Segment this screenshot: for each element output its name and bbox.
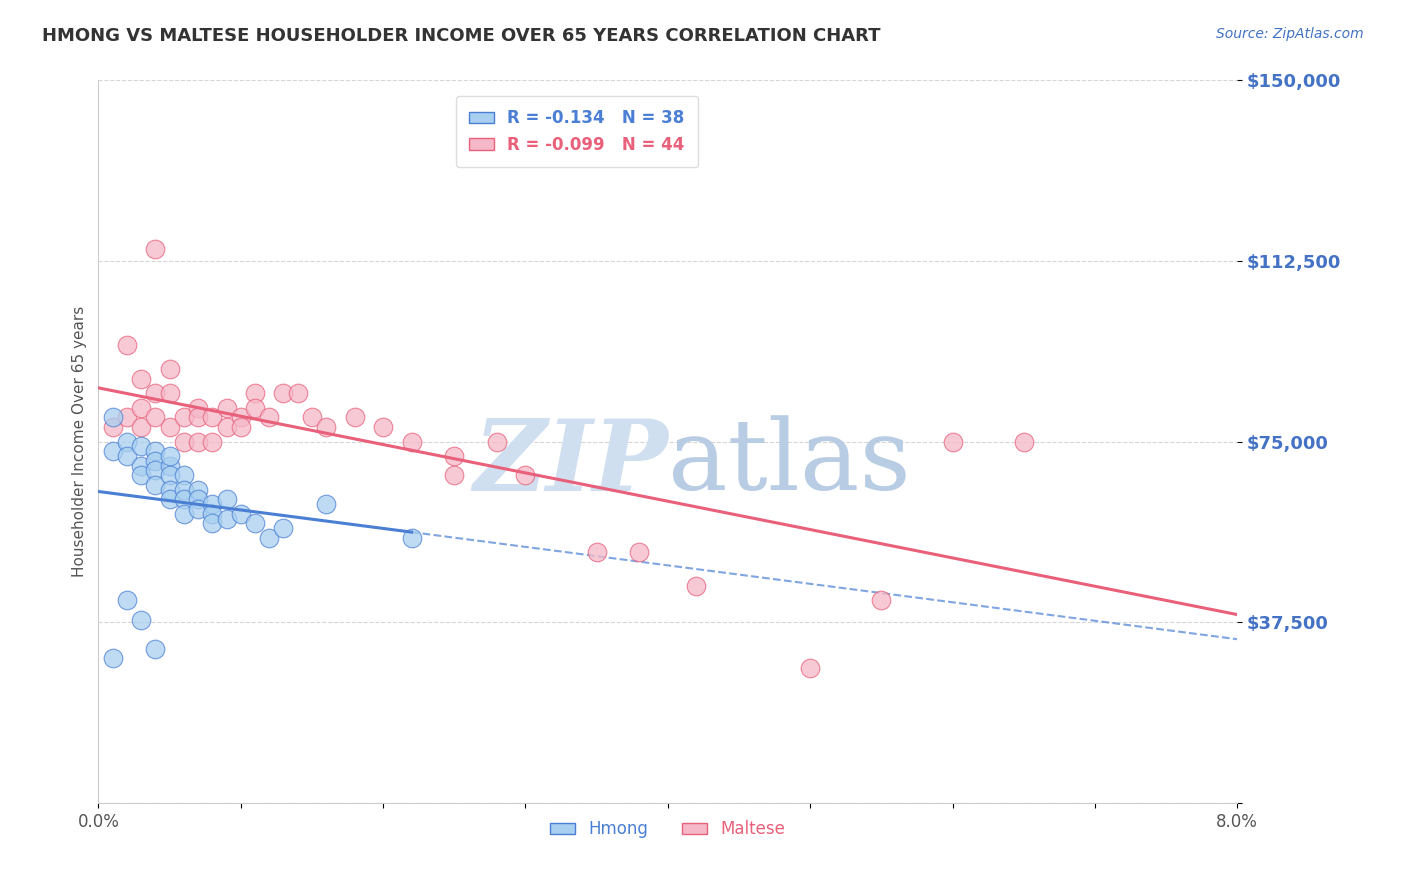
Point (145, 410, 167, 425)
Point (443, 468, 465, 483)
Point (101, 410, 124, 425)
Text: Source: ZipAtlas.com: Source: ZipAtlas.com (1216, 27, 1364, 41)
Point (173, 434, 195, 449)
Point (159, 420, 181, 434)
Point (273, 521, 295, 535)
Point (187, 483, 209, 497)
Point (159, 449, 181, 463)
Point (799, 661, 821, 675)
Point (942, 434, 965, 449)
Point (215, 492, 238, 507)
Point (301, 410, 323, 425)
Point (201, 497, 224, 511)
Point (259, 410, 281, 425)
Point (159, 386, 181, 401)
Point (201, 434, 224, 449)
Point (173, 483, 195, 497)
Point (371, 420, 394, 434)
Point (145, 478, 167, 492)
Point (259, 531, 281, 545)
Point (115, 338, 138, 352)
Y-axis label: Householder Income Over 65 years: Householder Income Over 65 years (72, 306, 87, 577)
Point (187, 434, 209, 449)
Point (115, 593, 138, 607)
Point (129, 401, 152, 415)
Point (229, 410, 252, 425)
Point (215, 511, 238, 525)
Point (401, 434, 423, 449)
Point (343, 410, 366, 425)
Point (129, 372, 152, 386)
Point (273, 386, 295, 401)
Point (101, 444, 124, 458)
Point (101, 651, 124, 665)
Point (201, 516, 224, 531)
Point (129, 420, 152, 434)
Point (870, 593, 893, 607)
Point (159, 483, 181, 497)
Point (443, 449, 465, 463)
Point (159, 362, 181, 376)
Point (145, 242, 167, 256)
Point (159, 492, 181, 507)
Point (173, 410, 195, 425)
Legend: Hmong, Maltese: Hmong, Maltese (544, 814, 792, 845)
Point (115, 410, 138, 425)
Point (315, 420, 337, 434)
Text: HMONG VS MALTESE HOUSEHOLDER INCOME OVER 65 YEARS CORRELATION CHART: HMONG VS MALTESE HOUSEHOLDER INCOME OVER… (42, 27, 880, 45)
Point (145, 463, 167, 477)
Point (145, 386, 167, 401)
Point (159, 458, 181, 473)
Point (486, 434, 509, 449)
Point (515, 468, 537, 483)
Point (585, 545, 607, 559)
Point (187, 502, 209, 516)
Point (187, 410, 209, 425)
Point (129, 613, 152, 627)
Point (229, 420, 252, 434)
Point (243, 401, 266, 415)
Point (145, 454, 167, 468)
Point (173, 507, 195, 521)
Point (628, 545, 651, 559)
Point (215, 420, 238, 434)
Point (145, 641, 167, 656)
Point (243, 516, 266, 531)
Point (315, 497, 337, 511)
Point (145, 444, 167, 458)
Point (115, 434, 138, 449)
Point (173, 468, 195, 483)
Point (159, 468, 181, 483)
Point (229, 507, 252, 521)
Point (401, 531, 423, 545)
Point (187, 492, 209, 507)
Point (215, 401, 238, 415)
Point (129, 468, 152, 483)
Point (201, 507, 224, 521)
Point (129, 439, 152, 453)
Point (243, 386, 266, 401)
Point (101, 420, 124, 434)
Point (201, 410, 224, 425)
Point (173, 492, 195, 507)
Point (187, 401, 209, 415)
Point (685, 579, 707, 593)
Point (287, 386, 309, 401)
Point (115, 449, 138, 463)
Point (1012, 434, 1035, 449)
Point (129, 458, 152, 473)
Text: atlas: atlas (668, 416, 911, 511)
Text: ZIP: ZIP (472, 415, 668, 511)
